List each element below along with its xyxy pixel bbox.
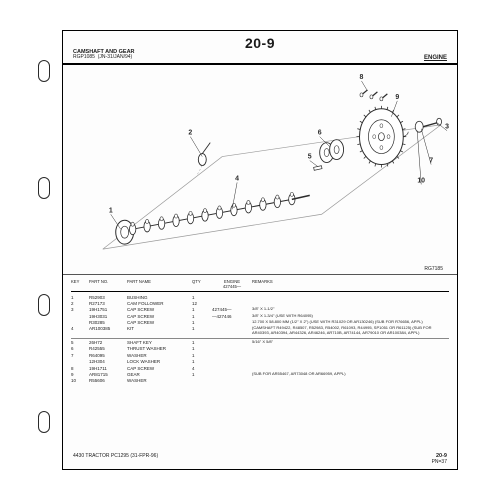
exploded-diagram: 1 2 4 5 6 7 3 8 9 10 RG7185	[63, 65, 457, 275]
footer-left: 4430 TRACTOR PC1295 (31-FPR-96)	[73, 453, 158, 465]
svg-text:2: 2	[188, 130, 192, 137]
table-row: 4AR100385KIT1(CAMSHAFT R49422, R48507, R…	[71, 326, 449, 337]
table-row: 6R42555THRUST WASHER1	[71, 346, 449, 352]
parts-table: KEY PART NO. PART NAME QTY ENGINE 427445…	[63, 275, 457, 386]
binder-hole	[38, 411, 50, 433]
svg-text:7: 7	[429, 158, 433, 165]
binder-hole	[38, 177, 50, 199]
svg-text:8: 8	[360, 74, 364, 81]
svg-text:1: 1	[109, 207, 113, 214]
table-row: 526H72SHAFT KEY15/16" X 5/8"	[71, 340, 449, 346]
col-engine: ENGINE 427445—	[212, 279, 252, 289]
binder-hole	[38, 294, 50, 316]
table-body-1: 1R52903BUSHING12R27173CAM FOLLOWER12319H…	[71, 292, 449, 337]
svg-text:10: 10	[417, 177, 425, 184]
table-body-2: 526H72SHAFT KEY15/16" X 5/8"6R42555THRUS…	[71, 338, 449, 385]
svg-text:6: 6	[318, 130, 322, 137]
product-image: 20-9 CAMSHAFT AND GEAR RGP1085 (JN-31/JA…	[0, 0, 500, 500]
section-title-block: CAMSHAFT AND GEAR RGP1085 (JN-31/JAN/94)	[73, 49, 135, 61]
page-header: 20-9 CAMSHAFT AND GEAR RGP1085 (JN-31/JA…	[63, 31, 457, 65]
table-row: 7R64095WASHER1	[71, 352, 449, 358]
camshaft-svg: 1 2 4 5 6 7 3 8 9 10	[63, 65, 457, 274]
table-header: KEY PART NO. PART NAME QTY ENGINE 427445…	[71, 279, 449, 292]
page-footer: 4430 TRACTOR PC1295 (31-FPR-96) 20-9 PN=…	[73, 453, 447, 465]
svg-text:5: 5	[308, 154, 312, 161]
catalog-page: 20-9 CAMSHAFT AND GEAR RGP1085 (JN-31/JA…	[62, 30, 458, 470]
binder-hole	[38, 60, 50, 82]
footer-sub: PN=37	[432, 459, 447, 465]
svg-text:4: 4	[235, 175, 239, 182]
col-remarks: REMARKS	[252, 279, 449, 289]
table-row: 10R55606WASHER	[71, 378, 449, 384]
svg-text:3: 3	[445, 124, 449, 131]
svg-text:9: 9	[395, 94, 399, 101]
table-row: 12H304LOCK WASHER1	[71, 359, 449, 365]
table-row: 9AR81715GEAR1(SUB FOR AR55467, AR73048 O…	[71, 372, 449, 378]
col-partname: PART NAME	[127, 279, 192, 289]
table-row: 1R52903BUSHING1	[71, 294, 449, 300]
page-number: 20-9	[245, 35, 275, 51]
header-section: ENGINE	[424, 55, 447, 61]
diagram-model: RG7185	[424, 266, 443, 272]
col-qty: QTY	[192, 279, 212, 289]
col-partno: PART NO.	[89, 279, 127, 289]
binder-holes	[38, 40, 52, 460]
col-key: KEY	[71, 279, 89, 289]
